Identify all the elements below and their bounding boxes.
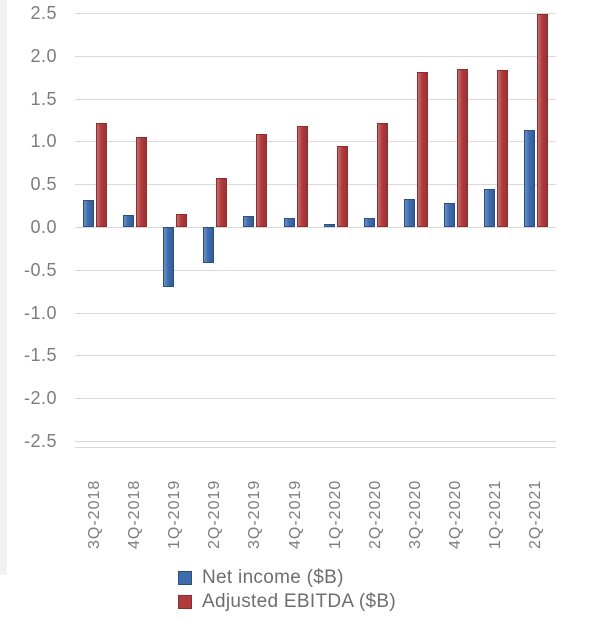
bar-adjusted-ebitda [537, 13, 548, 227]
x-axis-label: 3Q-2019 [246, 479, 264, 549]
x-axis-label: 4Q-2020 [446, 479, 464, 549]
bar-adjusted-ebitda [216, 178, 228, 227]
bar-net-income [243, 215, 255, 227]
legend-item-net-income: Net income ($B) [178, 566, 396, 590]
gridline [75, 441, 556, 442]
bar-adjusted-ebitda [296, 126, 308, 227]
y-axis-tick-label: 0.0 [30, 217, 57, 237]
x-axis-label: 3Q-2018 [86, 479, 103, 549]
net-income-swatch [178, 571, 192, 585]
y-axis-tick-label: -0.5 [23, 259, 57, 280]
gridline [75, 227, 556, 228]
y-axis-tick-label: -1.5 [23, 345, 57, 366]
bar-adjusted-ebitda [136, 137, 148, 227]
x-axis-label: 2Q-2021 [527, 479, 544, 549]
bar-adjusted-ebitda [336, 145, 348, 227]
y-axis-tick-label: 0.5 [30, 174, 57, 195]
gridline [75, 355, 556, 357]
gridline [75, 13, 556, 14]
legend-label-adjusted-ebitda: Adjusted EBITDA ($B) [202, 591, 396, 612]
bar-net-income [524, 130, 535, 227]
bar-adjusted-ebitda [176, 214, 188, 227]
bar-net-income [403, 198, 415, 227]
bar-adjusted-ebitda [376, 123, 388, 227]
x-axis-label: 1Q-2021 [486, 479, 504, 549]
x-axis-label: 3Q-2020 [406, 479, 424, 549]
bar-net-income [163, 227, 175, 287]
y-axis-tick-label: -2.0 [23, 388, 57, 409]
y-axis-tick-label: -2.5 [23, 431, 57, 451]
bar-net-income [283, 218, 295, 227]
gridline [75, 55, 556, 57]
x-axis-label: 2Q-2020 [366, 479, 384, 549]
bar-net-income [203, 227, 215, 263]
legend: Net income ($B) Adjusted EBITDA ($B) [178, 566, 396, 614]
bar-net-income [443, 203, 455, 227]
gridline [75, 98, 556, 100]
category-axis-line [75, 447, 556, 448]
y-axis-tick-label: 1.5 [30, 88, 57, 109]
gridline [75, 312, 556, 314]
y-axis-tick-label: 1.0 [30, 131, 57, 152]
gridline [75, 141, 556, 143]
y-axis-tick-label: 2.0 [30, 45, 57, 66]
gridline [75, 184, 556, 186]
bar-adjusted-ebitda [496, 69, 508, 227]
bar-net-income [483, 188, 495, 227]
x-axis-label: 1Q-2020 [326, 479, 344, 549]
legend-item-adjusted-ebitda: Adjusted EBITDA ($B) [178, 590, 396, 614]
y-axis-tick-label: -1.0 [23, 302, 57, 323]
x-axis-label: 4Q-2019 [286, 479, 304, 549]
adjusted-ebitda-swatch [178, 595, 192, 609]
y-axis-tick-label: 2.5 [30, 3, 57, 23]
legend-label-net-income: Net income ($B) [202, 567, 344, 588]
x-axis-label: 4Q-2018 [126, 479, 144, 549]
bar-adjusted-ebitda [96, 123, 107, 227]
bar-adjusted-ebitda [456, 68, 468, 227]
gridline [75, 269, 556, 271]
bar-adjusted-ebitda [416, 72, 428, 227]
bar-net-income [83, 199, 94, 227]
bar-net-income [323, 224, 335, 227]
gridline [75, 398, 556, 400]
left-edge-strip [0, 0, 7, 575]
bar-net-income [363, 218, 375, 227]
x-axis-label: 2Q-2019 [206, 479, 224, 549]
bar-net-income [123, 215, 135, 227]
x-axis-label: 1Q-2019 [166, 479, 184, 549]
bar-adjusted-ebitda [256, 133, 268, 227]
